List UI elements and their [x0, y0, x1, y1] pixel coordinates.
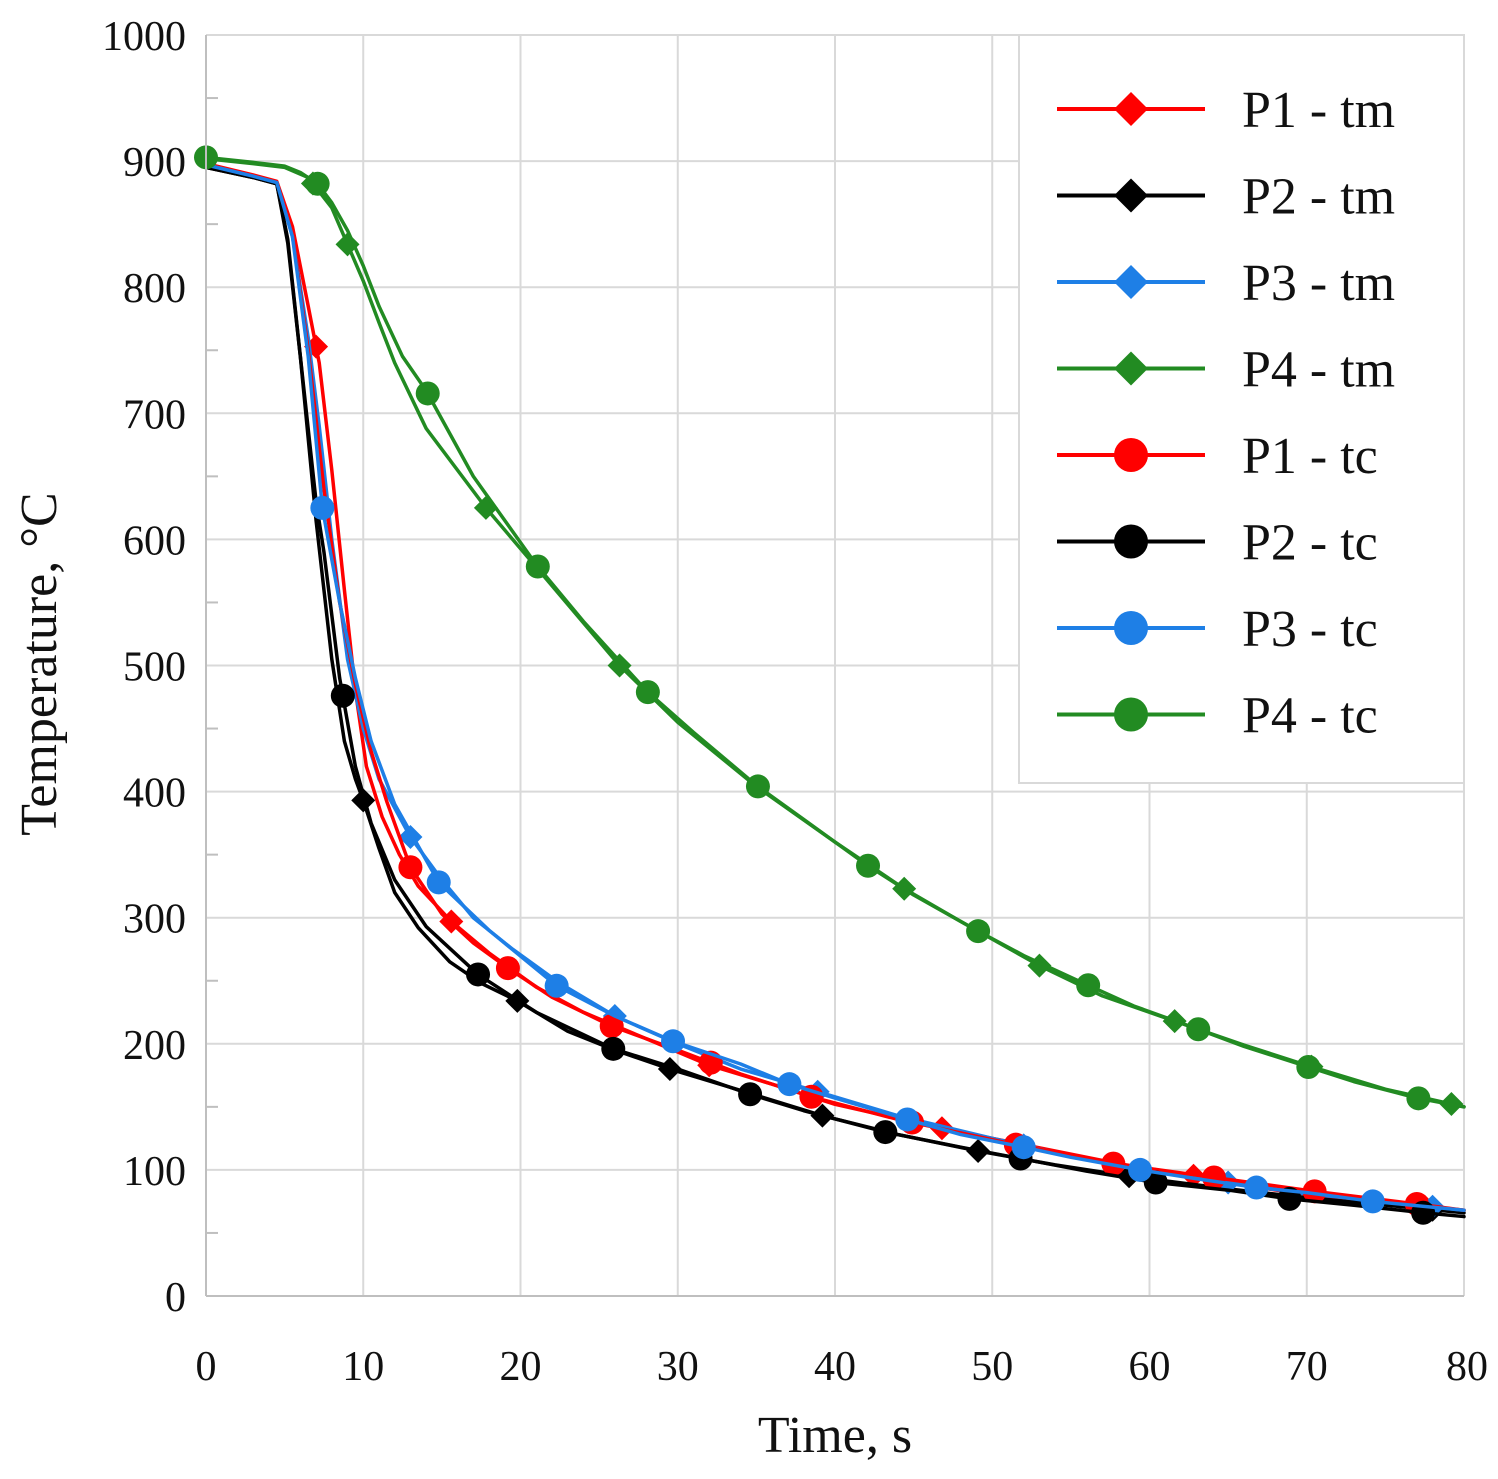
- y-tick-label: 200: [123, 1023, 186, 1069]
- y-axis-title: Temperature, °C: [11, 492, 68, 835]
- legend-label: P1 - tc: [1242, 428, 1378, 485]
- data-point-circle: [1406, 1086, 1431, 1111]
- data-point-circle: [305, 171, 330, 196]
- data-point-circle: [856, 853, 881, 878]
- legend-label: P2 - tm: [1242, 169, 1395, 226]
- legend-entry: P1 - tm: [1057, 82, 1395, 139]
- legend-entry: P1 - tc: [1057, 428, 1378, 485]
- y-tick-label: 800: [123, 266, 186, 312]
- legend-label: P3 - tc: [1242, 601, 1378, 658]
- data-point-circle: [1186, 1017, 1211, 1042]
- legend-marker-circle: [1114, 697, 1148, 732]
- data-point-circle: [1244, 1175, 1269, 1200]
- data-point-circle: [1128, 1157, 1153, 1182]
- legend-entry: P2 - tc: [1057, 515, 1378, 572]
- legend-marker-circle: [1114, 438, 1148, 472]
- legend-entry: P4 - tm: [1057, 342, 1395, 399]
- data-point-circle: [777, 1072, 802, 1097]
- series-p4-tc: [194, 145, 1466, 1111]
- data-point-circle: [1011, 1135, 1036, 1160]
- data-point-circle: [310, 495, 335, 520]
- tick-labels: 0 10 20 30 40 50 60 70 8001002003004005006007008…: [102, 14, 1488, 1390]
- data-point-circle: [661, 1029, 686, 1054]
- y-tick-label: 300: [123, 897, 186, 943]
- x-tick-label: 10: [342, 1344, 384, 1390]
- legend-marker-circle: [1114, 524, 1148, 559]
- y-tick-label: 400: [123, 771, 186, 817]
- legend-entry: P3 - tm: [1057, 255, 1395, 312]
- x-tick-label: 40: [814, 1344, 856, 1390]
- data-point-diamond: [335, 232, 360, 257]
- data-point-circle: [599, 1014, 624, 1039]
- legend-entry: P3 - tc: [1057, 601, 1378, 658]
- legend-entry: P2 - tm: [1057, 169, 1395, 226]
- x-tick-label: 70: [1286, 1344, 1328, 1390]
- legend-marker-diamond: [1114, 265, 1148, 299]
- series-p3-tc: [204, 163, 1466, 1214]
- data-point-circle: [745, 774, 770, 799]
- legend-marker-circle: [1114, 611, 1148, 645]
- series-line: [204, 163, 1466, 1213]
- data-point-circle: [1201, 1165, 1226, 1190]
- data-point-circle: [330, 683, 355, 708]
- data-point-circle: [415, 381, 440, 406]
- x-tick-label: 60: [1129, 1344, 1171, 1390]
- y-tick-label: 0: [165, 1275, 186, 1321]
- x-tick-label: 30: [657, 1344, 699, 1390]
- data-point-circle: [1302, 1179, 1327, 1204]
- data-point-circle: [1296, 1055, 1321, 1080]
- data-point-circle: [738, 1082, 763, 1107]
- x-tick-label: 20: [500, 1344, 542, 1390]
- data-point-circle: [601, 1036, 626, 1061]
- legend-box: [1018, 34, 1465, 784]
- x-tick-label: 80: [1446, 1344, 1488, 1390]
- data-point-circle: [525, 554, 550, 579]
- legend: P1 - tm P2 - tm P3 - tm P4 - tm P1 - tc P2 - …: [1018, 34, 1465, 784]
- data-point-circle: [895, 1107, 920, 1132]
- legend-label: P3 - tm: [1242, 255, 1395, 312]
- y-tick-label: 900: [123, 140, 186, 186]
- legend-entry: P4 - tc: [1057, 688, 1378, 745]
- x-tick-label: 50: [971, 1344, 1013, 1390]
- legend-label: P4 - tc: [1242, 688, 1378, 745]
- data-point-circle: [398, 855, 423, 880]
- y-tick-label: 700: [123, 392, 186, 438]
- x-tick-label: 0: [196, 1344, 217, 1390]
- data-point-circle: [635, 680, 660, 705]
- y-tick-label: 1000: [102, 14, 186, 60]
- y-tick-label: 600: [123, 518, 186, 564]
- x-axis-title: Time, s: [758, 1407, 912, 1464]
- data-point-circle: [966, 919, 991, 944]
- legend-label: P2 - tc: [1242, 515, 1378, 572]
- legend-label: P4 - tm: [1242, 342, 1395, 399]
- axes: [205, 35, 1464, 1297]
- legend-marker-diamond: [1114, 178, 1148, 213]
- data-point-circle: [873, 1120, 898, 1145]
- data-point-circle: [1360, 1189, 1385, 1214]
- y-tick-label: 500: [123, 645, 186, 691]
- series-line: [204, 165, 1466, 1219]
- data-point-circle: [1076, 973, 1101, 998]
- data-point-circle: [495, 956, 520, 981]
- series-group: [194, 145, 1466, 1225]
- legend-label: P1 - tm: [1242, 82, 1395, 139]
- data-point-diamond: [607, 653, 632, 678]
- y-tick-label: 100: [123, 1149, 186, 1195]
- legend-marker-diamond: [1114, 92, 1148, 126]
- legend-marker-diamond: [1114, 351, 1148, 386]
- data-point-circle: [426, 870, 451, 895]
- data-point-circle: [466, 962, 491, 987]
- data-point-circle: [544, 973, 569, 998]
